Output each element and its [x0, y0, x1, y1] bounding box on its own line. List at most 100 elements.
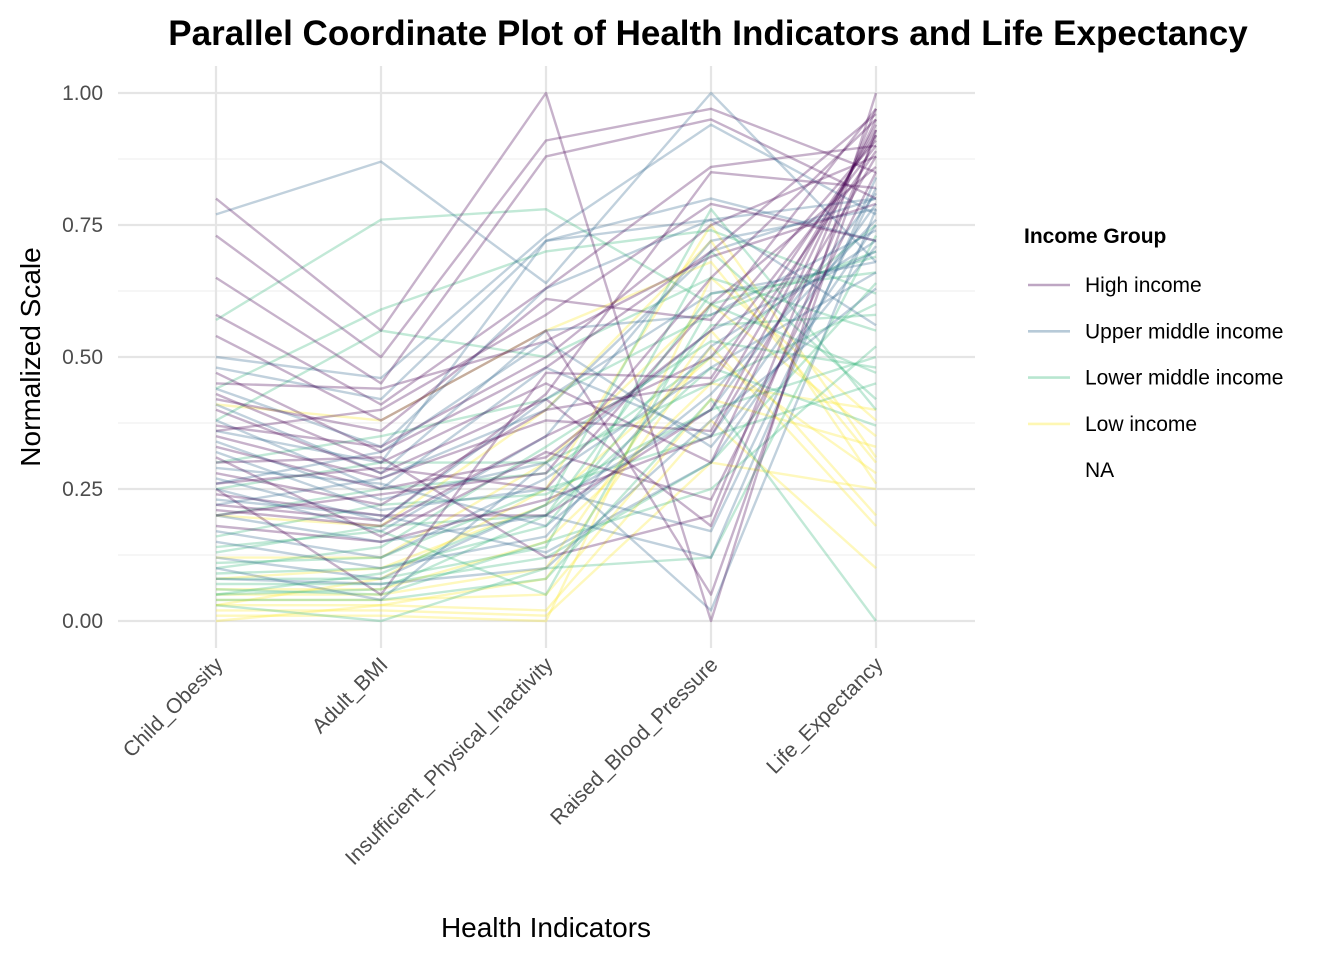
series-line: [215, 218, 877, 464]
grid: [118, 66, 975, 648]
series-line: [215, 203, 877, 491]
series-line: [215, 271, 877, 559]
series-line: [215, 171, 878, 538]
series-line: [216, 382, 877, 591]
y-tick-label: 1.00: [62, 82, 103, 105]
series-line: [215, 108, 877, 433]
series-line: [215, 245, 877, 485]
series-line: [215, 129, 878, 517]
series-line: [215, 144, 877, 406]
series-line: [215, 123, 877, 380]
series-line: [215, 208, 878, 612]
series-line: [215, 118, 877, 385]
x-tick-label: Adult_BMI: [308, 653, 393, 738]
series-line: [215, 170, 877, 522]
series-line: [216, 282, 877, 586]
series-line: [215, 255, 877, 596]
series-line: [215, 218, 877, 528]
series-line: [215, 313, 877, 575]
legend-title: Income Group: [1024, 225, 1166, 248]
series-line: [215, 91, 877, 285]
series-line: [215, 197, 877, 401]
series-line: [215, 345, 877, 596]
y-tick-label: 0.50: [62, 346, 103, 369]
series-line: [215, 91, 878, 623]
chart-title: Parallel Coordinate Plot of Health Indic…: [168, 14, 1248, 53]
series-line: [216, 419, 877, 612]
y-tick-label: 0.00: [62, 610, 103, 633]
legend: Income Group High income Upper middle inc…: [1024, 225, 1283, 482]
series-line: [215, 239, 877, 570]
series-line: [215, 250, 877, 501]
series-line: [215, 303, 877, 491]
y-tick-label: 0.25: [62, 478, 103, 501]
legend-items: High income Upper middle income Lower midd…: [1028, 274, 1283, 482]
series-line: [215, 224, 877, 554]
series-line: [215, 260, 877, 464]
series-line: [215, 235, 878, 623]
series-line: [215, 287, 877, 586]
legend-label: High income: [1085, 274, 1202, 297]
series-line: [215, 208, 877, 533]
series-line: [216, 398, 877, 622]
legend-label: Low income: [1085, 413, 1197, 436]
series-line: [215, 382, 877, 565]
series-line: [215, 155, 878, 543]
series-line: [215, 113, 877, 454]
series-line: [215, 207, 877, 374]
series-line: [215, 187, 878, 533]
x-axis-ticks: Child_Obesity Adult_BMIInsufficient_Physi…: [119, 653, 888, 870]
series-line: [215, 118, 877, 517]
series-line: [215, 107, 877, 359]
series-line: [215, 192, 877, 580]
legend-label: NA: [1085, 459, 1114, 482]
series-line: [215, 223, 877, 607]
x-axis-title: Health Indicators: [441, 912, 651, 943]
x-tick-label: Life_Expectancy: [762, 653, 888, 779]
series-line: [215, 260, 877, 522]
series-line: [215, 177, 878, 559]
y-tick-label: 0.75: [62, 214, 103, 237]
series-lines: [215, 91, 878, 623]
x-tick-label: Child_Obesity: [119, 653, 228, 762]
series-line: [215, 355, 877, 580]
series-line: [215, 202, 877, 433]
series-line: [215, 224, 877, 517]
series-line: [216, 461, 877, 617]
series-line: [215, 355, 877, 538]
legend-label: Lower middle income: [1085, 367, 1283, 390]
series-line: [215, 134, 878, 528]
series-line: [215, 250, 877, 464]
y-axis-title: Normalized Scale: [15, 247, 46, 466]
series-line: [215, 129, 878, 596]
series-line: [215, 229, 877, 390]
series-line: [215, 276, 877, 422]
series-line: [215, 150, 877, 506]
series-line: [215, 124, 878, 480]
series-line: [216, 398, 877, 602]
series-line: [215, 366, 877, 596]
series-line: [215, 197, 877, 448]
series-line: [215, 340, 877, 570]
series-line: [215, 165, 877, 491]
series-line: [215, 145, 877, 528]
series-line: [215, 197, 877, 506]
series-line: [215, 108, 878, 559]
series-line: [215, 207, 877, 596]
series-line: [215, 118, 878, 464]
series-line: [215, 202, 877, 390]
series-line: [216, 329, 877, 596]
series-line: [215, 139, 877, 491]
series-line: [216, 303, 877, 559]
y-axis-ticks: 0.00 0.25 0.50 0.75 1.00: [62, 82, 103, 633]
series-line: [216, 250, 877, 580]
series-line: [215, 155, 877, 448]
series-line: [215, 271, 877, 554]
series-line: [215, 239, 877, 528]
series-line: [215, 134, 877, 596]
series-line: [215, 345, 877, 623]
series-line: [215, 229, 877, 475]
legend-label: Upper middle income: [1085, 320, 1283, 343]
series-line: [216, 276, 877, 623]
